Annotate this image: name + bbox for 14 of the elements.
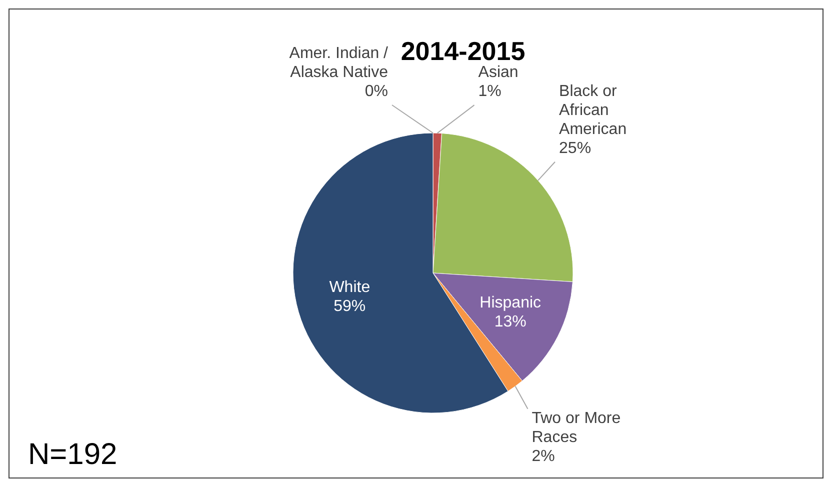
slice-label: Asian	[478, 64, 518, 82]
chart-title: 2014-2015	[400, 36, 526, 66]
data-label: 25%	[559, 140, 592, 157]
data-label: 2%	[532, 448, 555, 465]
slice-label: Black or African American	[559, 82, 627, 138]
text: 0%	[364, 83, 388, 100]
data-label: 13%	[494, 313, 526, 330]
slice-label: Two or More Races	[532, 410, 621, 446]
data-label: 1%	[478, 83, 502, 100]
category-label: Amer. Indian / Alaska Native	[289, 45, 388, 81]
text: N=192	[28, 438, 118, 471]
slice-label: Hispanic	[480, 294, 542, 312]
slice-label: White	[329, 279, 370, 296]
data-label: 59%	[334, 298, 366, 316]
